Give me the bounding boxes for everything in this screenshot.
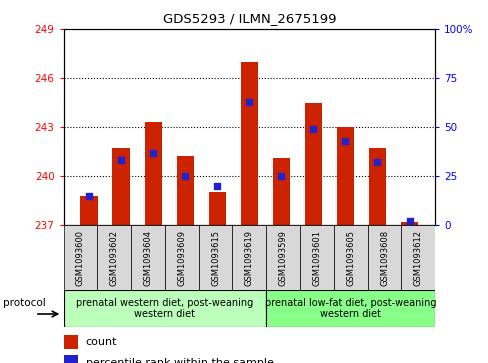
Point	[341, 138, 348, 144]
Text: GSM1093604: GSM1093604	[143, 230, 152, 286]
Bar	[63, 225, 97, 290]
Bar	[144, 122, 162, 225]
Text: protocol: protocol	[3, 298, 46, 308]
Text: GSM1093619: GSM1093619	[244, 230, 253, 286]
Bar	[81, 196, 98, 225]
Text: GSM1093609: GSM1093609	[177, 230, 186, 286]
Point	[149, 150, 157, 155]
Bar	[63, 355, 78, 363]
Bar	[63, 290, 266, 327]
Text: GSM1093599: GSM1093599	[278, 230, 287, 286]
Bar	[176, 156, 194, 225]
Bar	[240, 62, 258, 225]
Bar	[300, 225, 333, 290]
Bar	[266, 225, 300, 290]
Text: GSM1093612: GSM1093612	[413, 230, 422, 286]
Text: GSM1093605: GSM1093605	[346, 230, 354, 286]
Bar	[304, 103, 322, 225]
Bar	[112, 148, 130, 225]
Point	[181, 173, 189, 179]
Text: prenatal western diet, post-weaning
western diet: prenatal western diet, post-weaning west…	[76, 298, 253, 319]
Bar	[164, 225, 198, 290]
Text: prenatal low-fat diet, post-weaning
western diet: prenatal low-fat diet, post-weaning west…	[264, 298, 436, 319]
Point	[117, 158, 125, 163]
Point	[85, 193, 93, 199]
Bar	[368, 148, 386, 225]
Bar	[63, 335, 78, 349]
Bar	[272, 158, 289, 225]
Bar	[97, 225, 131, 290]
Text: GSM1093602: GSM1093602	[109, 230, 119, 286]
Bar	[367, 225, 401, 290]
Bar	[131, 225, 164, 290]
Text: GSM1093600: GSM1093600	[76, 230, 85, 286]
Point	[277, 173, 285, 179]
Bar	[400, 222, 417, 225]
Point	[405, 218, 412, 224]
Bar	[401, 225, 434, 290]
Point	[373, 159, 381, 165]
Text: GSM1093608: GSM1093608	[379, 230, 388, 286]
Text: GSM1093615: GSM1093615	[211, 230, 220, 286]
Point	[245, 99, 253, 105]
Text: GSM1093601: GSM1093601	[312, 230, 321, 286]
Bar	[266, 290, 434, 327]
Bar	[232, 225, 266, 290]
Bar	[336, 127, 353, 225]
Text: percentile rank within the sample: percentile rank within the sample	[86, 358, 273, 363]
Bar	[198, 225, 232, 290]
Point	[213, 183, 221, 189]
Bar	[333, 225, 367, 290]
Point	[309, 126, 317, 132]
Title: GDS5293 / ILMN_2675199: GDS5293 / ILMN_2675199	[163, 12, 335, 25]
Bar	[208, 192, 226, 225]
Text: count: count	[86, 337, 117, 347]
